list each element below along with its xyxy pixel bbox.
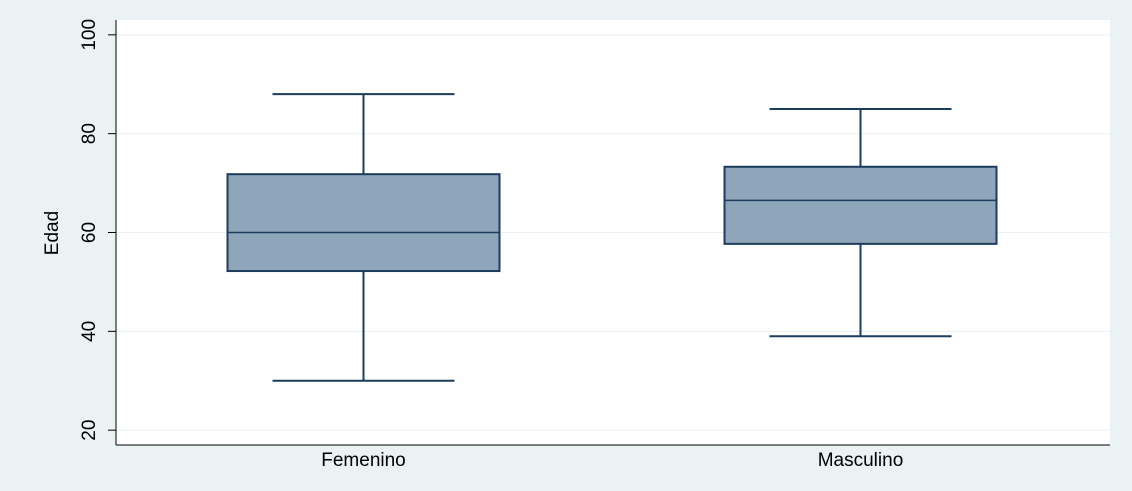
box-group-femenino [226, 93, 501, 382]
y-axis-label: Edad [42, 211, 63, 255]
y-tick-label: 80 [79, 123, 100, 144]
y-tick-label: 60 [79, 222, 100, 243]
y-tick-label: 100 [79, 19, 100, 51]
box-group-masculino [723, 107, 998, 338]
iqr-box [226, 173, 501, 273]
y-tick-label: 40 [79, 321, 100, 342]
y-axis-ticks: 20 40 60 80 100 [79, 19, 116, 441]
boxes [226, 93, 998, 382]
x-category-label: Femenino [321, 450, 406, 471]
iqr-box [723, 165, 998, 245]
y-tick-label: 20 [79, 420, 100, 441]
x-axis-labels: Femenino Masculino [321, 450, 903, 471]
x-category-label: Masculino [818, 450, 904, 471]
